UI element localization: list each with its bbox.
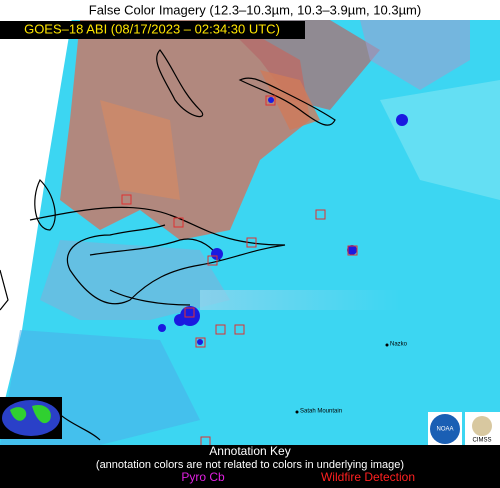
annotation-key [0,445,500,488]
key-pyro-cb: Pyro Cb [181,470,225,484]
timestamp: GOES–18 ABI (08/17/2023 – 02:34:30 UTC) [24,21,280,36]
noaa-logo: NOAA [428,412,462,446]
coastlines [0,49,336,441]
fire-detections [121,95,358,447]
key-wildfire: Wildfire Detection [321,470,415,484]
logo-label: CIMSS [472,438,491,444]
globe-inset [0,397,62,439]
title: False Color Imagery (12.3–10.3µm, 10.3–3… [89,2,421,17]
key-title: Annotation Key [209,444,290,458]
cimss-logo: CIMSS [465,412,500,446]
logo-label: NOAA [436,427,453,433]
place-label: Nazko [390,342,408,348]
timestamp-box [0,21,305,39]
place-marker [385,343,389,347]
title-band [0,0,500,20]
place-marker [295,410,299,414]
key-note: (annotation colors are not related to co… [96,459,404,471]
place-label: Satah Mountain [300,409,342,415]
